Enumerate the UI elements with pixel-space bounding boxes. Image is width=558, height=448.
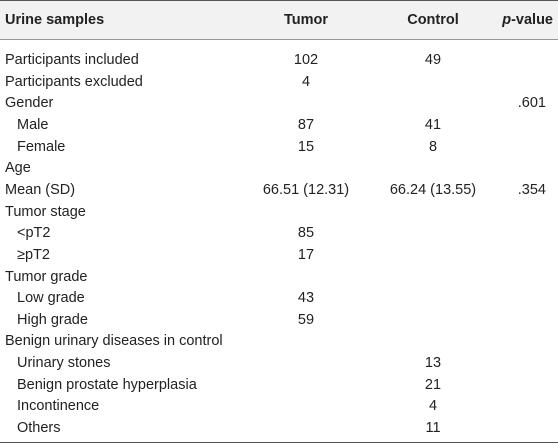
row-label: <pT2 [17,225,51,242]
tumor-cell: 87 [297,116,315,133]
row-label: Female [17,138,66,155]
control-cell: 4 [428,398,438,415]
header-band [0,0,558,40]
tumor-cell: 102 [293,52,319,68]
bottom-rule [0,442,558,443]
control-cell: 21 [424,376,442,393]
row-label: Tumor grade [5,268,88,285]
tumor-cell: 85 [297,225,315,242]
tumor-cell: 4 [301,73,311,90]
row-label: Urinary stones [17,355,111,372]
row-label: Tumor stage [5,203,86,220]
control-cell: 41 [424,116,442,133]
header-cell: Tumor [283,12,329,28]
row-label: Participants included [5,52,139,68]
header-cell: Control [407,12,459,28]
control-cell: 13 [424,355,442,372]
row-label: ≥pT2 [17,246,50,263]
row-label: Male [17,116,49,133]
p-value-cell: .601 [517,95,546,112]
row-label: Participants excluded [5,73,143,90]
row-label: Low grade [17,290,85,307]
tumor-cell: 43 [297,290,315,307]
row-label: Benign urinary diseases in control [5,333,223,350]
row-label: Others [17,420,61,437]
row-label: Incontinence [17,398,100,415]
row-label: Mean (SD) [5,181,76,198]
row-label: High grade [17,311,88,328]
tumor-cell: 17 [297,246,315,263]
row-label: Age [5,160,31,177]
tumor-cell: 59 [297,311,315,328]
tumor-cell: 15 [297,138,315,155]
control-cell: 66.24 (13.55) [389,181,477,198]
header-cell: Urine samples [5,12,105,28]
control-cell: 8 [428,138,438,155]
header-cell: p-value [502,12,553,28]
row-label: Benign prostate hyperplasia [17,376,197,393]
tumor-cell: 66.51 (12.31) [262,181,350,198]
p-value-cell: .354 [517,181,546,198]
control-cell: 49 [424,52,442,68]
row-label: Gender [5,95,54,112]
control-cell: 11 [425,420,441,437]
